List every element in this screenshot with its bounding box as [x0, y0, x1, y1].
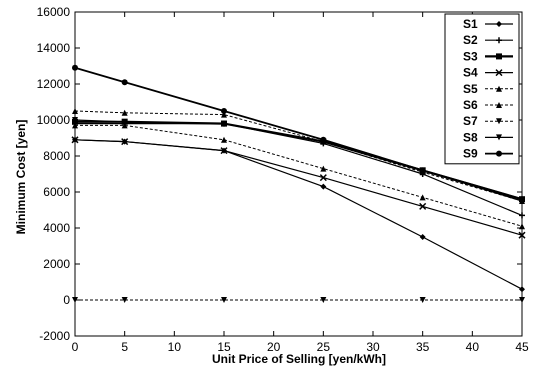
legend-label-s9: S9 — [463, 147, 478, 161]
x-tick-label: 25 — [317, 340, 331, 354]
series-line-s5 — [75, 124, 523, 227]
y-tick-label: 12000 — [37, 77, 71, 91]
data-point-s1 — [320, 183, 327, 190]
data-point-s5 — [121, 122, 128, 129]
y-tick-label: 0 — [63, 293, 70, 307]
legend-label-s1: S1 — [463, 17, 478, 31]
data-point-s6 — [121, 109, 128, 116]
y-tick-label: -2000 — [39, 329, 70, 343]
data-point-s9 — [419, 167, 426, 174]
legend-marker-s7 — [496, 118, 502, 125]
data-point-s9 — [320, 136, 327, 143]
y-tick-label: 10000 — [37, 113, 71, 127]
data-point-s4 — [71, 136, 79, 144]
legend-marker-s2 — [496, 37, 502, 44]
data-point-s7 — [121, 297, 128, 303]
legend-marker-s9 — [496, 150, 502, 157]
series-line-s6 — [74, 110, 523, 202]
data-point-s8 — [72, 117, 78, 123]
data-point-s1 — [419, 234, 426, 240]
y-tick-label: 2000 — [43, 257, 70, 271]
y-axis-label: Minimum Cost [yen] — [14, 120, 28, 235]
data-point-s5 — [419, 194, 426, 201]
legend-marker-s1 — [496, 21, 502, 27]
legend-label-s2: S2 — [463, 33, 478, 47]
data-point-s6 — [221, 111, 227, 118]
x-axis-label: Unit Price of Selling [yen/kWh] — [212, 352, 386, 366]
x-tick-label: 20 — [267, 340, 281, 354]
data-point-s8 — [121, 118, 128, 125]
legend-label-s6: S6 — [463, 98, 478, 112]
legend-label-s7: S7 — [463, 114, 478, 128]
data-point-s9 — [72, 64, 78, 71]
data-point-s6 — [72, 108, 78, 114]
x-tick-label: 35 — [416, 340, 430, 354]
data-point-s9 — [121, 79, 128, 86]
x-tick-label: 0 — [72, 340, 79, 354]
legend-label-s5: S5 — [463, 82, 478, 96]
data-point-s7 — [221, 297, 227, 303]
legend-label-s8: S8 — [463, 130, 478, 144]
data-point-s5 — [320, 165, 327, 172]
y-tick-label: 8000 — [43, 149, 70, 163]
y-tick-label: 6000 — [43, 185, 70, 199]
plot-frame — [74, 11, 523, 337]
data-point-s4 — [220, 147, 228, 155]
legend-label-s4: S4 — [463, 66, 478, 80]
data-point-s9 — [519, 196, 525, 203]
y-tick-label: 4000 — [43, 221, 70, 235]
series-line-s4 — [74, 139, 523, 236]
legend: S1 S2 S3 S4 S5 S6 S7 S8 S9 — [444, 13, 520, 165]
x-tick-label: 45 — [515, 340, 529, 354]
legend-marker-s5 — [496, 85, 502, 92]
x-tick-label: 15 — [217, 340, 231, 354]
legend-label-s3: S3 — [463, 49, 478, 63]
x-tick-label: 30 — [366, 340, 380, 354]
data-point-s4 — [121, 138, 129, 146]
data-point-s7 — [72, 297, 78, 303]
data-point-s1 — [519, 286, 525, 293]
x-tick-label: 5 — [121, 340, 128, 354]
y-tick-label: 16000 — [37, 5, 71, 19]
y-tick-label: 14000 — [37, 41, 71, 55]
legend-marker-s6 — [496, 102, 502, 108]
x-tick-label: 40 — [466, 340, 480, 354]
series-line-s9 — [74, 66, 523, 201]
data-point-s5 — [221, 136, 227, 143]
data-point-s9 — [221, 108, 227, 114]
x-tick-label: 10 — [168, 340, 182, 354]
legend-marker-s4 — [495, 69, 503, 77]
data-point-s4 — [419, 202, 427, 210]
data-point-s7 — [419, 297, 426, 303]
data-point-s7 — [320, 297, 327, 303]
legend-marker-s8 — [496, 134, 502, 141]
data-point-s7 — [519, 297, 525, 303]
data-point-s4 — [319, 174, 327, 182]
data-point-s8 — [221, 120, 227, 127]
data-point-s5 — [519, 223, 525, 230]
data-point-s2 — [519, 212, 525, 219]
plot-area: 0 5 10 15 20 25 30 35 40 45-200002000400060008000… — [37, 5, 529, 354]
data-point-s4 — [518, 231, 526, 239]
data-point-s5 — [72, 122, 78, 129]
legend-marker-s3 — [496, 53, 502, 60]
